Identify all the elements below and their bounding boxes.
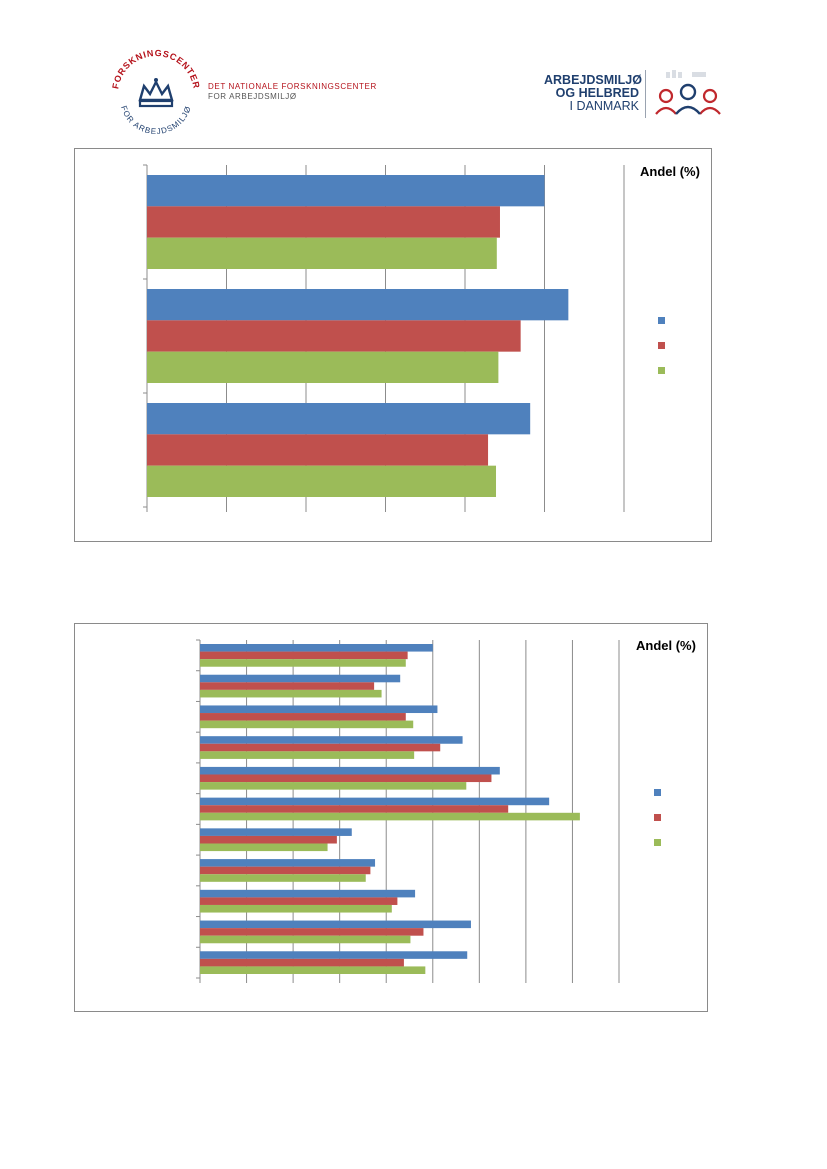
bar-series-2 [200,866,371,875]
bar-series-3 [200,935,411,944]
bar-series-2 [147,434,489,466]
bar-series-1 [200,951,468,959]
bar-series-1 [200,644,433,652]
bar-series-2 [200,897,398,905]
bar-series-3 [200,782,467,790]
chart-2-unit-label: Andel (%) [636,638,696,653]
bar-series-1 [200,736,463,744]
chart-2: Andel (%) [74,623,708,1012]
bar-series-1 [200,674,401,683]
bar-series-3 [200,843,328,852]
right-logo-line2: OG HELBRED [555,86,639,100]
bar-series-3 [200,689,382,698]
bar-series-1 [147,403,531,435]
bar-series-2 [200,651,408,660]
forskningscenter-seal-logo: FORSKNINGSCENTER FOR ARBEJDSMILJØ [110,48,201,136]
bar-series-3 [200,751,415,759]
people-icon [655,70,721,115]
bar-series-3 [147,237,497,269]
bar-series-1 [200,766,500,775]
legend-swatch-series-2 [654,814,661,821]
legend-swatch-series-3 [658,367,665,374]
arbejdsmiljo-og-helbred-logo: ARBEJDSMILJØ OG HELBRED I DANMARK [544,68,724,120]
bar-series-2 [200,743,441,752]
right-logo-line1: ARBEJDSMILJØ [544,73,642,87]
org-name-line2: FOR ARBEJDSMILJØ [208,92,297,101]
org-name-line1: DET NATIONALE FORSKNINGSCENTER [208,82,377,91]
chart-1-plot [143,164,625,512]
bar-series-1 [200,920,471,929]
bar-series-3 [200,659,406,667]
bar-series-1 [200,859,376,867]
bar-series-3 [200,720,414,729]
bar-series-2 [200,835,337,844]
bar-series-2 [200,958,404,967]
chart-1-unit-label: Andel (%) [640,164,700,179]
chart-2-plot [196,639,620,983]
org-name: DET NATIONALE FORSKNINGSCENTER FOR ARBEJ… [208,82,377,102]
bar-series-2 [200,682,375,690]
bar-series-2 [200,928,424,936]
bar-series-1 [147,175,545,207]
bar-series-2 [200,774,492,783]
crown-icon [138,78,174,108]
bar-series-1 [200,828,352,836]
chart-1: Andel (%) [74,148,712,542]
bar-series-1 [200,889,416,898]
page-header: FORSKNINGSCENTER FOR ARBEJDSMILJØ DET NA… [0,0,827,140]
bar-series-3 [200,812,580,821]
bar-series-2 [147,206,500,238]
bar-series-3 [200,874,366,882]
right-logo-line3: I DANMARK [569,99,639,113]
bar-series-2 [200,805,509,813]
legend-swatch-series-1 [658,317,665,324]
bar-series-3 [147,465,497,497]
bar-series-1 [147,289,569,321]
svg-text:FOR ARBEJDSMILJØ: FOR ARBEJDSMILJØ [119,104,193,136]
bar-series-3 [147,351,499,383]
bar-series-1 [200,705,438,714]
bar-series-2 [200,713,406,721]
right-logo-text: ARBEJDSMILJØ OG HELBRED I DANMARK [544,73,642,113]
bar-series-1 [200,797,550,806]
legend-swatch-series-3 [654,839,661,846]
logo-divider [645,70,646,118]
legend-swatch-series-1 [654,789,661,796]
bar-series-2 [147,320,521,352]
legend-swatch-series-2 [658,342,665,349]
bar-series-3 [200,966,426,974]
bar-series-3 [200,904,392,913]
